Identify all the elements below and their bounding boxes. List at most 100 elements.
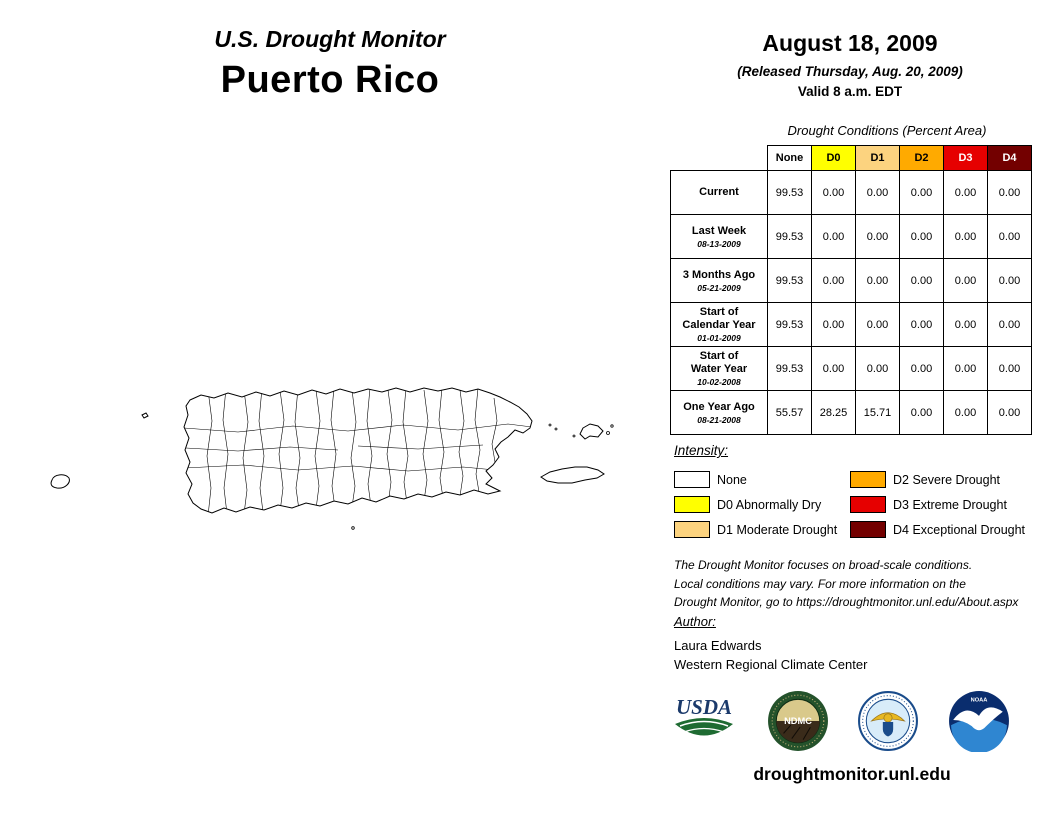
value-cell: 0.00 — [811, 302, 856, 347]
row-date: 01-01-2009 — [697, 333, 741, 343]
value-cell: 0.00 — [943, 346, 988, 391]
column-header-d1: D1 — [855, 145, 900, 171]
legend-label: D4 Exceptional Drought — [893, 522, 1026, 537]
column-header-none: None — [767, 145, 812, 171]
value-cell: 0.00 — [855, 214, 900, 259]
region-title: Puerto Rico — [220, 59, 440, 101]
value-cell: 0.00 — [943, 390, 988, 435]
none-swatch — [674, 471, 710, 488]
table-row-last-week: Last Week 08-13-2009 99.53 0.00 0.00 0.0… — [670, 214, 1032, 259]
table-row-start-calendar-year: Start of Calendar Year 01-01-2009 99.53 … — [670, 302, 1032, 347]
drought-conditions-table: None D0 D1 D2 D3 D4 Current 99.53 0.00 0… — [670, 145, 1032, 435]
value-cell: 55.57 — [767, 390, 812, 435]
d0-swatch — [674, 496, 710, 513]
column-header-d0: D0 — [811, 145, 856, 171]
row-period: Current — [699, 185, 739, 198]
value-cell: 0.00 — [855, 346, 900, 391]
table-row-3-months-ago: 3 Months Ago 05-21-2009 99.53 0.00 0.00 … — [670, 258, 1032, 303]
value-cell: 0.00 — [811, 346, 856, 391]
author-heading: Author: — [674, 614, 716, 629]
d3-swatch — [850, 496, 886, 513]
value-cell: 99.53 — [767, 302, 812, 347]
legend-item-d4: D4 Exceptional Drought — [850, 517, 1034, 542]
value-cell: 0.00 — [943, 170, 988, 215]
table-caption: Drought Conditions (Percent Area) — [787, 123, 987, 138]
title-block: U.S. Drought Monitor Puerto Rico — [130, 26, 530, 102]
legend-label: D1 Moderate Drought — [717, 522, 838, 537]
value-cell: 0.00 — [987, 346, 1032, 391]
row-period: One Year Ago — [683, 400, 755, 413]
legend-item-d0: D0 Abnormally Dry — [674, 492, 850, 517]
site-url: droughtmonitor.unl.edu — [753, 764, 951, 784]
author-name: Laura Edwards — [674, 638, 762, 653]
table-row-start-water-year: Start of Water Year 10-02-2008 99.53 0.0… — [670, 346, 1032, 391]
value-cell: 0.00 — [987, 390, 1032, 435]
usda-logo: USDA — [675, 695, 733, 736]
value-cell: 0.00 — [811, 258, 856, 303]
row-date: 08-13-2009 — [697, 238, 741, 249]
row-label: Start of Water Year 10-02-2008 — [670, 346, 768, 391]
value-cell: 0.00 — [899, 346, 944, 391]
row-label: 3 Months Ago 05-21-2009 — [670, 258, 768, 303]
value-cell: 99.53 — [767, 346, 812, 391]
date-block: August 18, 2009 (Released Thursday, Aug.… — [672, 30, 1028, 99]
value-cell: 0.00 — [987, 214, 1032, 259]
legend-item-d2: D2 Severe Drought — [850, 467, 1034, 492]
puerto-rico-map-svg — [50, 387, 614, 530]
row-label: Last Week 08-13-2009 — [670, 214, 768, 259]
disclaimer-line: Drought Monitor, go to https://droughtmo… — [674, 595, 1019, 609]
intensity-legend: Intensity: None D0 Abnormally Dry D1 Mod… — [674, 443, 1034, 542]
row-label: Start of Calendar Year 01-01-2009 — [670, 302, 768, 347]
value-cell: 0.00 — [811, 214, 856, 259]
release-date: (Released Thursday, Aug. 20, 2009) — [737, 64, 963, 79]
legend-item-none: None — [674, 467, 850, 492]
noaa-logo: NOAA — [949, 691, 1009, 752]
row-date: 10-02-2008 — [697, 377, 741, 387]
table-row-one-year-ago: One Year Ago 08-21-2008 55.57 28.25 15.7… — [670, 390, 1032, 435]
row-period: Start of Water Year — [690, 350, 748, 375]
municipality-boundaries — [184, 388, 532, 513]
d1-swatch — [674, 521, 710, 538]
value-cell: 0.00 — [811, 170, 856, 215]
table-row-current: Current 99.53 0.00 0.00 0.00 0.00 0.00 — [670, 170, 1032, 215]
table-corner-cell — [671, 146, 768, 171]
row-period: Last Week — [691, 224, 747, 237]
author-block: Author: Laura Edwards Western Regional C… — [674, 614, 867, 674]
ndmc-logo: NDMC — [767, 691, 828, 751]
row-label: One Year Ago 08-21-2008 — [670, 390, 768, 435]
value-cell: 0.00 — [899, 258, 944, 303]
row-period: Start of Calendar Year — [682, 306, 756, 331]
value-cell: 0.00 — [899, 214, 944, 259]
author-organization: Western Regional Climate Center — [674, 657, 868, 672]
legend-label: D0 Abnormally Dry — [717, 497, 822, 512]
value-cell: 0.00 — [987, 170, 1032, 215]
legend-item-d3: D3 Extreme Drought — [850, 492, 1034, 517]
valid-time: Valid 8 a.m. EDT — [797, 84, 903, 99]
disclaimer-line: Local conditions may vary. For more info… — [674, 576, 966, 591]
value-cell: 0.00 — [987, 258, 1032, 303]
value-cell: 99.53 — [767, 214, 812, 259]
value-cell: 99.53 — [767, 170, 812, 215]
value-cell: 0.00 — [943, 214, 988, 259]
culebra-island — [579, 423, 604, 440]
small-cays — [351, 423, 614, 530]
value-cell: 0.00 — [943, 258, 988, 303]
value-cell: 0.00 — [855, 170, 900, 215]
vieques-island — [540, 466, 605, 484]
value-cell: 28.25 — [811, 390, 856, 435]
shield-shape — [883, 722, 894, 737]
value-cell: 0.00 — [855, 302, 900, 347]
value-cell: 0.00 — [943, 302, 988, 347]
legend-label: None — [717, 472, 747, 487]
table-header-row: None D0 D1 D2 D3 D4 — [671, 145, 1032, 171]
value-cell: 0.00 — [899, 302, 944, 347]
legend-label: D2 Severe Drought — [893, 472, 1001, 487]
report-title: U.S. Drought Monitor — [214, 26, 446, 52]
value-cell: 0.00 — [899, 390, 944, 435]
value-cell: 0.00 — [855, 258, 900, 303]
column-header-d4: D4 — [987, 145, 1032, 171]
row-date: 05-21-2009 — [697, 282, 741, 293]
main-island — [183, 387, 533, 514]
d2-swatch — [850, 471, 886, 488]
